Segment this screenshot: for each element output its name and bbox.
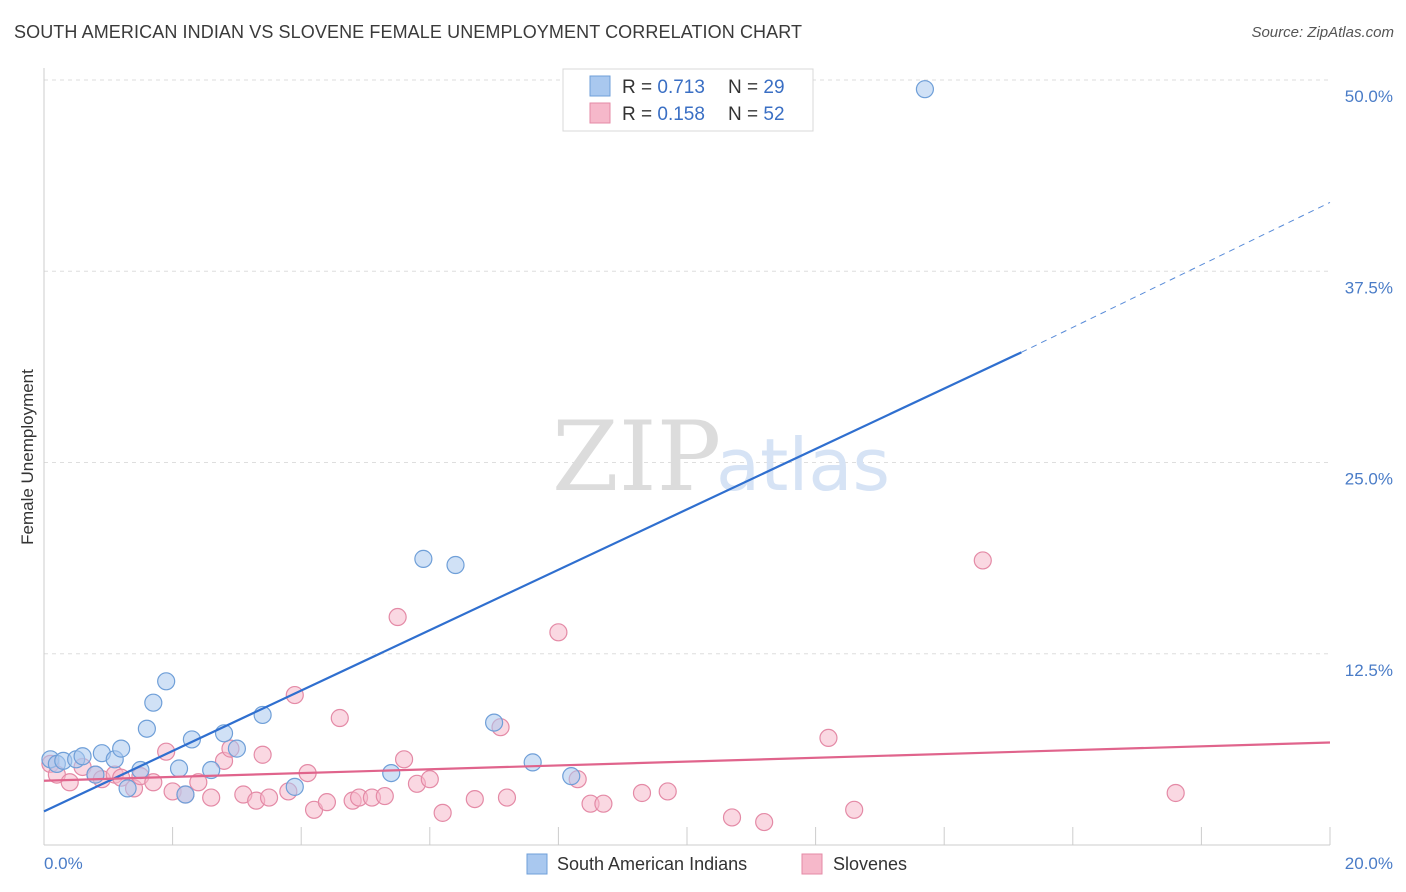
data-point: [73, 747, 92, 766]
data-point: [420, 770, 439, 789]
legend-n-text: N =: [728, 77, 763, 98]
data-point: [285, 685, 304, 705]
x-tick-label: 20.0%: [1345, 854, 1393, 873]
axes: [43, 68, 1331, 846]
data-point: [722, 808, 742, 827]
legend-r-value: 0.713: [657, 77, 705, 98]
legend-swatch-south-american-indians: [589, 75, 611, 97]
data-point: [594, 794, 613, 813]
data-point: [465, 789, 484, 809]
data-point: [144, 693, 163, 712]
x-tick-labels: 0.0% 20.0%: [44, 854, 1393, 873]
x-tick-label: 0.0%: [44, 854, 83, 873]
watermark-zip: ZIP: [552, 401, 721, 513]
data-point: [317, 793, 337, 812]
legend-box: R = 0.713 N = 29 R = 0.158 N = 52: [562, 68, 814, 132]
data-point: [285, 777, 304, 796]
series-legend: South American Indians Slovenes: [526, 853, 907, 875]
watermark: ZIP atlas: [552, 401, 890, 513]
legend-r-text: R =: [622, 77, 657, 98]
data-point: [227, 739, 246, 758]
legend-r-label: R = 0.158: [622, 104, 705, 125]
data-point: [176, 785, 195, 804]
source-label: Source: ZipAtlas.com: [1251, 24, 1394, 41]
data-point: [388, 607, 407, 627]
data-point: [202, 760, 221, 780]
data-point: [202, 788, 221, 807]
watermark-atlas: atlas: [716, 423, 890, 507]
data-point: [549, 623, 568, 642]
data-point: [86, 765, 105, 784]
data-point: [60, 773, 79, 792]
data-point: [819, 728, 838, 748]
legend-r-value: 0.158: [657, 104, 705, 125]
data-point: [189, 773, 208, 792]
trend-line-extension: [1021, 201, 1331, 353]
series-label-south-american-indians: South American Indians: [557, 854, 747, 874]
data-point: [414, 549, 433, 568]
trend-lines: [43, 201, 1331, 813]
data-point: [755, 812, 774, 832]
legend-n-value: 29: [763, 77, 784, 98]
data-point: [632, 783, 652, 803]
y-tick-label: 12.5%: [1345, 661, 1393, 680]
series-swatch-slovenes: [801, 853, 823, 875]
legend-swatch-slovenes: [589, 102, 611, 124]
data-point: [394, 750, 414, 769]
y-tick-label: 37.5%: [1345, 278, 1393, 297]
data-point: [382, 763, 401, 783]
data-point: [562, 767, 581, 786]
data-point: [169, 759, 189, 778]
data-point: [433, 803, 452, 822]
data-point: [446, 555, 465, 575]
legend-r-text: R =: [622, 104, 657, 125]
data-point: [658, 782, 677, 801]
legend-r-label: R = 0.713: [622, 77, 705, 98]
data-point: [112, 739, 131, 758]
data-point: [253, 745, 272, 764]
y-tick-labels: 12.5% 25.0% 37.5% 50.0%: [1345, 87, 1393, 680]
data-point: [1166, 783, 1185, 803]
data-point: [259, 788, 279, 807]
y-axis-label: Female Unemployment: [18, 369, 37, 545]
data-point: [157, 672, 176, 691]
data-point: [523, 753, 542, 772]
grid-lines: [44, 79, 1330, 655]
data-point: [375, 786, 394, 806]
trend-line: [43, 351, 1022, 813]
series-label-slovenes: Slovenes: [833, 854, 907, 874]
legend-n-value: 52: [763, 104, 784, 125]
data-point: [330, 708, 349, 728]
trend-line: [43, 741, 1331, 782]
legend-n-text: N =: [728, 104, 763, 125]
data-point: [497, 788, 517, 807]
data-point: [915, 80, 935, 99]
data-point: [137, 719, 156, 738]
legend-n-label: N = 52: [728, 104, 785, 125]
chart-title: SOUTH AMERICAN INDIAN VS SLOVENE FEMALE …: [14, 22, 803, 42]
data-point: [845, 800, 864, 819]
y-tick-label: 25.0%: [1345, 470, 1393, 489]
data-point: [118, 779, 137, 798]
data-point: [973, 551, 992, 570]
legend-n-label: N = 29: [728, 77, 785, 98]
y-tick-label: 50.0%: [1345, 87, 1393, 106]
series-swatch-south-american-indians: [526, 853, 548, 875]
data-point: [485, 713, 504, 732]
